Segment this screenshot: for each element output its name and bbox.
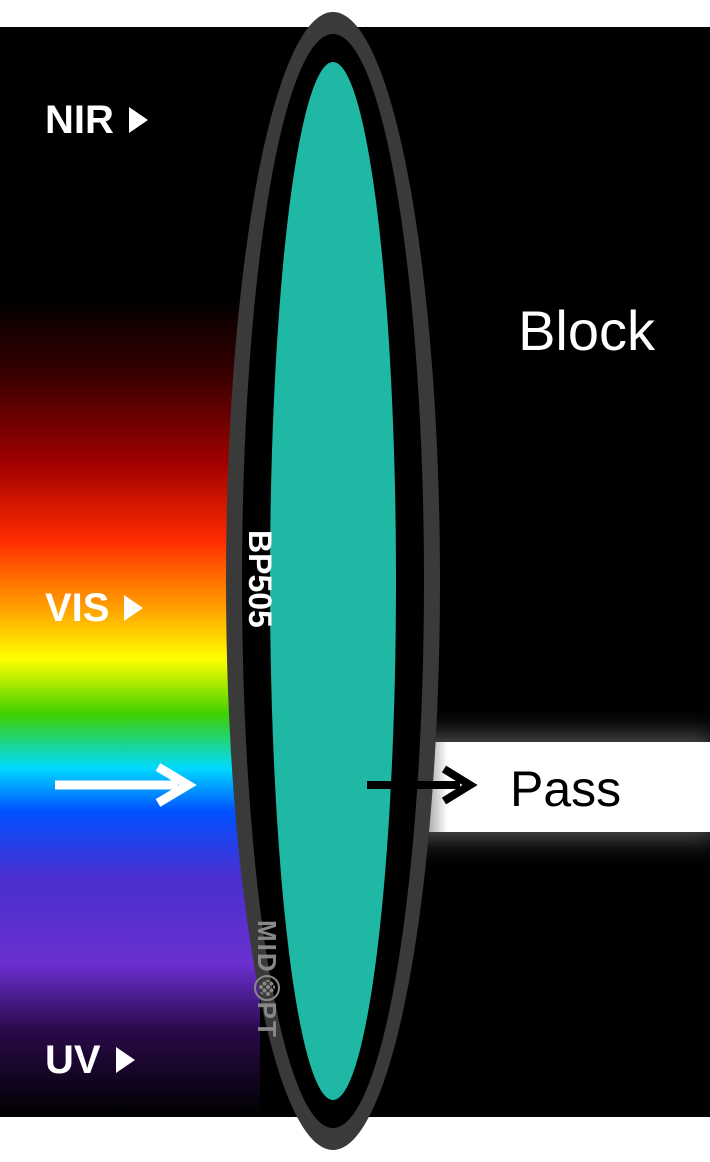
uv-text: UV [45,1040,101,1080]
uv-band-label: UV [45,1040,135,1080]
filter-model-label: BP505 [241,530,278,628]
vis-text: VIS [45,588,109,628]
nir-band-label: NIR [45,100,148,140]
filter-model-text: BP505 [242,530,278,628]
nir-text: NIR [45,100,114,140]
pass-label: Pass [510,760,621,818]
brand-o-icon [254,975,280,1001]
brand-pre: MID [252,920,282,974]
vis-band-label: VIS [45,588,143,628]
spectrum-gradient [0,27,260,1117]
input-arrow-icon [50,755,210,815]
filter-brand-label: MID PT [250,920,282,1039]
triangle-icon [116,1047,135,1073]
triangle-icon [124,595,143,621]
brand-post: PT [252,1002,282,1039]
output-arrow-icon [362,758,492,813]
filter-lens-glass [270,62,396,1100]
triangle-icon [129,107,148,133]
diagram-stage: NIR VIS UV Block BP505 MID PT Pass [0,0,710,1162]
block-label: Block [518,298,655,363]
